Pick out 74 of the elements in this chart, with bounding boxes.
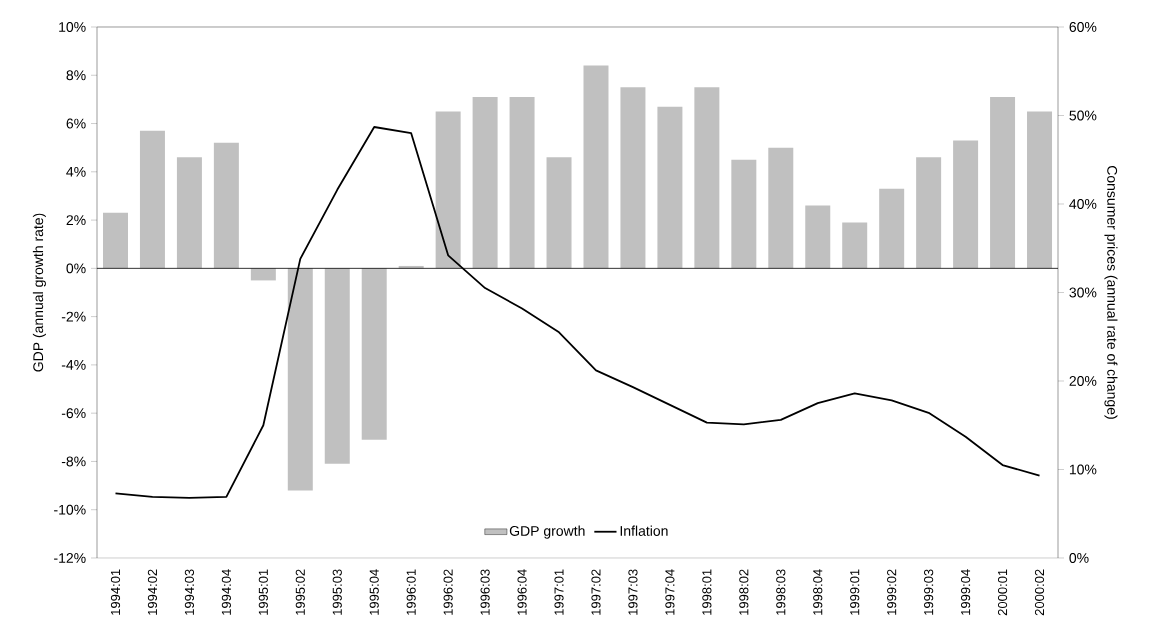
x-tick-label: 1997:04	[665, 569, 675, 615]
y2-tick-label: 20%	[1069, 376, 1097, 386]
x-tick-label: 1995:01	[258, 569, 268, 615]
y-tick-label: 8%	[66, 70, 86, 81]
x-tick-label: 1997:02	[591, 569, 601, 615]
x-tick-label: 1996:02	[443, 569, 453, 615]
x-tick-label: 1998:02	[739, 569, 749, 615]
x-tick-label: 1996:01	[406, 569, 416, 615]
x-tick-label: 1998:01	[702, 569, 712, 615]
y-tick-label: 2%	[66, 215, 86, 225]
bar	[435, 111, 461, 269]
x-tick-label: 1997:01	[554, 569, 564, 615]
legend-label: GDP growth	[509, 525, 585, 539]
y2-tick-label: 60%	[1069, 22, 1097, 32]
bar	[731, 159, 757, 269]
x-tick-label: 1996:03	[480, 569, 490, 615]
y-tick-label: 6%	[66, 118, 86, 129]
bar	[916, 157, 942, 269]
x-tick-label: 2000:01	[997, 569, 1008, 616]
bar	[805, 205, 831, 269]
bar	[583, 65, 609, 269]
x-tick-label: 1994:03	[184, 569, 195, 615]
x-tick-label: 2000:02	[1034, 569, 1045, 616]
x-tick-label: 1998:03	[776, 569, 786, 615]
x-tick-label: 1996:04	[517, 569, 527, 615]
x-tick-label: 1995:02	[295, 569, 305, 615]
x-tick-label: 1998:04	[813, 569, 823, 615]
bar	[176, 157, 202, 269]
y-tick-label: 10%	[59, 22, 86, 32]
bar	[657, 106, 683, 269]
y-axis-title: GDP (annual growth rate)	[32, 213, 46, 372]
y2-tick-label: 50%	[1069, 110, 1097, 121]
x-tick-label: 1999:04	[960, 569, 971, 615]
y-tick-label: -4%	[61, 359, 86, 370]
y2-tick-label: 30%	[1069, 287, 1097, 298]
y-tick-label: -8%	[61, 456, 86, 467]
y2-tick-label: 40%	[1069, 199, 1097, 209]
legend-label: Inflation	[620, 525, 668, 536]
bar	[361, 268, 387, 440]
y-tick-label: -6%	[61, 408, 86, 419]
x-tick-label: 1999:01	[850, 569, 860, 615]
bar	[1027, 111, 1053, 269]
bar	[509, 96, 535, 269]
y-tick-label: 4%	[66, 166, 86, 177]
x-tick-label: 1999:03	[924, 569, 934, 615]
x-tick-label: 1994:02	[147, 569, 158, 615]
bar	[250, 268, 276, 281]
y-tick-label: -10%	[54, 504, 86, 515]
bar	[620, 87, 646, 269]
bar	[139, 130, 165, 269]
bar	[768, 147, 794, 269]
x-tick-label: 1995:04	[369, 569, 379, 615]
x-tick-label: 1997:03	[628, 569, 638, 615]
y2-axis-title: Consumer prices (annual rate of change)	[1104, 165, 1118, 419]
x-tick-label: 1999:02	[887, 569, 897, 615]
x-tick-label: 1994:04	[221, 569, 231, 615]
y-tick-label: -12%	[54, 553, 86, 563]
bar	[287, 268, 313, 491]
x-tick-label: 1995:03	[332, 569, 342, 615]
y2-tick-label: 10%	[1069, 464, 1097, 475]
y-tick-label: 0%	[66, 263, 86, 274]
bar	[879, 188, 905, 269]
bar	[102, 212, 128, 269]
bar	[546, 157, 572, 269]
bar	[213, 142, 239, 269]
bar	[842, 222, 868, 269]
bar	[472, 96, 498, 269]
bar	[953, 140, 979, 269]
x-tick-label: 1994:01	[110, 569, 121, 615]
y2-tick-label: 0%	[1069, 553, 1089, 563]
bar	[694, 87, 720, 269]
bar	[324, 268, 350, 464]
bar	[990, 96, 1016, 269]
y-tick-label: -2%	[61, 311, 86, 322]
